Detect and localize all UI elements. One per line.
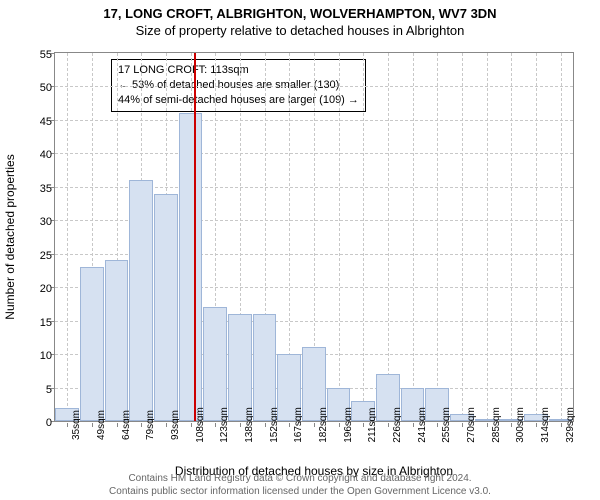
callout-line-3: 44% of semi-detached houses are larger (…	[118, 93, 359, 108]
xtick-mark	[141, 423, 142, 427]
gridline-v	[487, 53, 488, 421]
xtick-mark	[388, 423, 389, 427]
footer-line-2: Contains public sector information licen…	[0, 486, 600, 499]
bar	[253, 314, 277, 421]
xtick-mark	[413, 423, 414, 427]
xtick-label: 270sqm	[466, 407, 477, 443]
xtick-mark	[191, 423, 192, 427]
xtick-mark	[487, 423, 488, 427]
attribution-footer: Contains HM Land Registry data © Crown c…	[0, 473, 600, 498]
xtick-mark	[339, 423, 340, 427]
xtick-mark	[363, 423, 364, 427]
ytick-label: 30	[28, 216, 52, 228]
ytick-label: 25	[28, 250, 52, 262]
xtick-mark	[215, 423, 216, 427]
xtick-mark	[289, 423, 290, 427]
bar	[80, 267, 104, 421]
marker-line	[194, 53, 196, 421]
ytick-label: 35	[28, 183, 52, 195]
chart-area: Number of detached properties 17 LONG CR…	[54, 52, 574, 422]
xtick-mark	[166, 423, 167, 427]
xtick-label: 285sqm	[491, 407, 502, 443]
y-axis-label: Number of detached properties	[3, 154, 17, 319]
gridline-v	[363, 53, 364, 421]
xtick-mark	[511, 423, 512, 427]
callout-box: 17 LONG CROFT: 113sqm ← 53% of detached …	[111, 59, 366, 112]
bar	[179, 113, 203, 421]
gridline-v	[437, 53, 438, 421]
xtick-mark	[561, 423, 562, 427]
bar	[228, 314, 252, 421]
ytick-label: 15	[28, 317, 52, 329]
gridline-v	[67, 53, 68, 421]
chart-title: 17, LONG CROFT, ALBRIGHTON, WOLVERHAMPTO…	[0, 6, 600, 21]
ytick-label: 10	[28, 350, 52, 362]
plot-area: 17 LONG CROFT: 113sqm ← 53% of detached …	[54, 52, 574, 422]
bar	[129, 180, 153, 421]
chart-subtitle: Size of property relative to detached ho…	[0, 23, 600, 38]
gridline-v	[536, 53, 537, 421]
ytick-label: 0	[28, 417, 52, 429]
gridline-v	[511, 53, 512, 421]
chart-title-block: 17, LONG CROFT, ALBRIGHTON, WOLVERHAMPTO…	[0, 0, 600, 38]
callout-line-2: ← 53% of detached houses are smaller (13…	[118, 78, 359, 93]
ytick-label: 40	[28, 149, 52, 161]
xtick-mark	[314, 423, 315, 427]
xtick-mark	[536, 423, 537, 427]
footer-line-1: Contains HM Land Registry data © Crown c…	[0, 473, 600, 486]
xtick-label: 329sqm	[565, 407, 576, 443]
callout-line-1: 17 LONG CROFT: 113sqm	[118, 63, 359, 78]
xtick-label: 314sqm	[540, 407, 551, 443]
gridline-v	[561, 53, 562, 421]
xtick-label: 255sqm	[441, 407, 452, 443]
xtick-mark	[92, 423, 93, 427]
bar	[154, 194, 178, 421]
bar	[203, 307, 227, 421]
ytick-label: 50	[28, 82, 52, 94]
gridline-v	[462, 53, 463, 421]
xtick-mark	[67, 423, 68, 427]
xtick-mark	[117, 423, 118, 427]
gridline-v	[413, 53, 414, 421]
xtick-mark	[462, 423, 463, 427]
bar	[105, 260, 129, 421]
ytick-label: 5	[28, 384, 52, 396]
ytick-label: 55	[28, 49, 52, 61]
xtick-mark	[437, 423, 438, 427]
gridline-v	[339, 53, 340, 421]
xtick-mark	[265, 423, 266, 427]
gridline-v	[388, 53, 389, 421]
ytick-label: 20	[28, 283, 52, 295]
ytick-label: 45	[28, 116, 52, 128]
xtick-mark	[240, 423, 241, 427]
xtick-label: 300sqm	[515, 407, 526, 443]
